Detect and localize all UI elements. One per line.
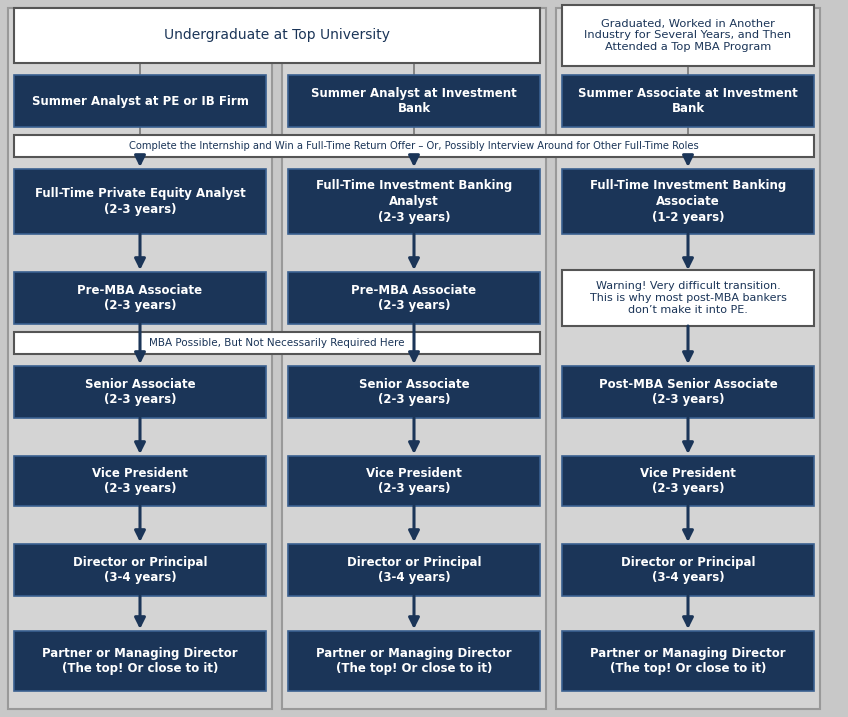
Bar (288, 631, 540, 691)
Text: Pre-MBA Associate
(2-3 years): Pre-MBA Associate (2-3 years) (351, 284, 477, 312)
Bar (8, 8, 272, 709)
Bar (556, 8, 820, 709)
Bar (288, 169, 540, 234)
Text: Complete the Internship and Win a Full-Time Return Offer – Or, Possibly Intervie: Complete the Internship and Win a Full-T… (129, 141, 699, 151)
Bar (562, 5, 814, 66)
Bar (562, 270, 814, 326)
Text: Vice President
(2-3 years): Vice President (2-3 years) (92, 467, 188, 495)
Bar (562, 75, 814, 127)
Bar (288, 544, 540, 596)
Text: Full-Time Private Equity Analyst
(2-3 years): Full-Time Private Equity Analyst (2-3 ye… (35, 187, 245, 216)
Text: Graduated, Worked in Another
Industry for Several Years, and Then
Attended a Top: Graduated, Worked in Another Industry fo… (584, 19, 791, 52)
Text: Vice President
(2-3 years): Vice President (2-3 years) (366, 467, 462, 495)
Text: Director or Principal
(3-4 years): Director or Principal (3-4 years) (347, 556, 482, 584)
Bar (562, 631, 814, 691)
Bar (288, 456, 540, 506)
Bar (282, 8, 546, 709)
Bar (288, 366, 540, 418)
Text: Director or Principal
(3-4 years): Director or Principal (3-4 years) (73, 556, 207, 584)
Text: Partner or Managing Director
(The top! Or close to it): Partner or Managing Director (The top! O… (590, 647, 786, 675)
Bar (562, 366, 814, 418)
Bar (14, 366, 266, 418)
Text: Senior Associate
(2-3 years): Senior Associate (2-3 years) (85, 378, 195, 407)
Text: Full-Time Investment Banking
Associate
(1-2 years): Full-Time Investment Banking Associate (… (590, 179, 786, 224)
Text: Summer Analyst at Investment
Bank: Summer Analyst at Investment Bank (311, 87, 517, 115)
Text: Warning! Very difficult transition.
This is why most post-MBA bankers
don’t make: Warning! Very difficult transition. This… (589, 281, 786, 315)
Bar (14, 169, 266, 234)
Text: Post-MBA Senior Associate
(2-3 years): Post-MBA Senior Associate (2-3 years) (599, 378, 778, 407)
Text: Summer Associate at Investment
Bank: Summer Associate at Investment Bank (578, 87, 798, 115)
Text: Undergraduate at Top University: Undergraduate at Top University (164, 29, 390, 42)
Text: Senior Associate
(2-3 years): Senior Associate (2-3 years) (359, 378, 469, 407)
Bar (288, 272, 540, 324)
Bar (14, 332, 540, 354)
Text: Partner or Managing Director
(The top! Or close to it): Partner or Managing Director (The top! O… (42, 647, 237, 675)
Bar (288, 75, 540, 127)
Bar (14, 456, 266, 506)
Text: Full-Time Investment Banking
Analyst
(2-3 years): Full-Time Investment Banking Analyst (2-… (315, 179, 512, 224)
Bar (14, 544, 266, 596)
Text: Pre-MBA Associate
(2-3 years): Pre-MBA Associate (2-3 years) (77, 284, 203, 312)
Text: Summer Analyst at PE or IB Firm: Summer Analyst at PE or IB Firm (31, 95, 248, 108)
Bar (562, 456, 814, 506)
Text: Vice President
(2-3 years): Vice President (2-3 years) (640, 467, 736, 495)
Bar (14, 272, 266, 324)
Bar (562, 169, 814, 234)
Text: Director or Principal
(3-4 years): Director or Principal (3-4 years) (621, 556, 756, 584)
Bar (14, 8, 540, 63)
Bar (562, 544, 814, 596)
Text: Partner or Managing Director
(The top! Or close to it): Partner or Managing Director (The top! O… (316, 647, 512, 675)
Bar (14, 75, 266, 127)
Bar (14, 631, 266, 691)
Text: MBA Possible, But Not Necessarily Required Here: MBA Possible, But Not Necessarily Requir… (149, 338, 404, 348)
Bar (14, 135, 814, 157)
